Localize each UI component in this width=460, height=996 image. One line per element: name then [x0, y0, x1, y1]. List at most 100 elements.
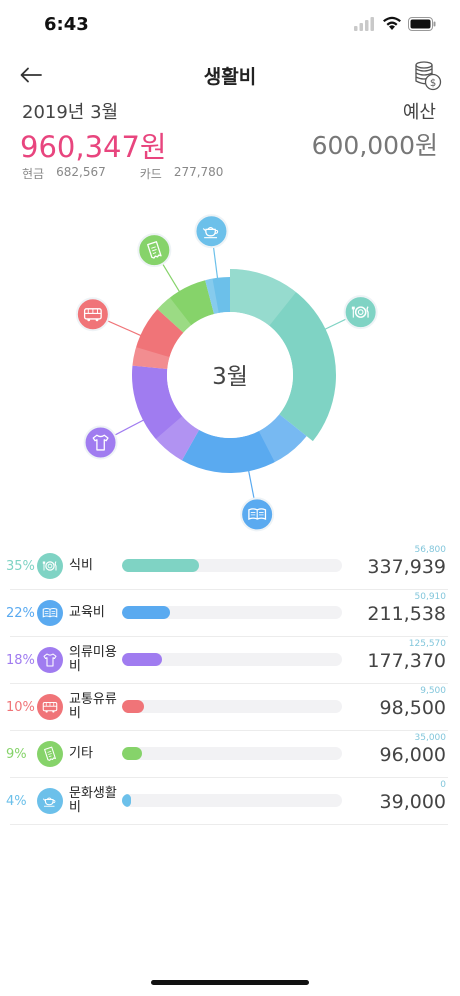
category-name: 교통유류비	[69, 692, 117, 721]
plate-utensils-icon	[351, 306, 369, 318]
callout-receipt-icon[interactable]	[137, 233, 172, 268]
callout-teapot-icon[interactable]	[194, 214, 229, 249]
svg-text:$: $	[430, 78, 436, 89]
book-icon	[248, 508, 267, 521]
category-progress-fill	[122, 794, 131, 807]
shirt-icon	[92, 434, 109, 451]
donut-slice-highlight	[132, 347, 170, 369]
total-spent-amount: 960,347원	[20, 130, 167, 164]
category-row[interactable]: 4% 문화생활비 0 39,000	[6, 778, 448, 825]
category-amount: 98,500	[379, 697, 446, 719]
home-indicator	[151, 980, 309, 985]
donut-slice-2[interactable]	[181, 414, 307, 473]
category-budget: 35,000	[414, 733, 447, 743]
category-amount: 337,939	[367, 556, 446, 578]
category-amount: 211,538	[367, 603, 446, 625]
category-percent: 9%	[6, 747, 27, 762]
teapot-icon	[42, 797, 56, 807]
category-percent: 35%	[6, 559, 35, 574]
donut-hole	[167, 312, 293, 438]
bus-icon	[83, 308, 102, 322]
category-percent: 10%	[6, 700, 35, 715]
category-progress-track	[122, 559, 342, 572]
category-row[interactable]: 10% 교통유류비 9,500 98,500	[6, 684, 448, 731]
category-name: 기타	[69, 746, 93, 761]
category-amount: 177,370	[367, 650, 446, 672]
navigation-bar: 생활비 $	[0, 56, 460, 96]
category-progress-fill	[122, 606, 171, 619]
category-name: 식비	[69, 558, 93, 573]
teapot-icon	[202, 227, 219, 239]
spending-donut-chart: 3월	[0, 200, 460, 540]
category-icon	[37, 600, 63, 626]
back-button[interactable]	[16, 60, 46, 90]
card-value: 277,780	[173, 165, 224, 179]
category-percent: 18%	[6, 653, 35, 668]
shirt-icon	[43, 653, 57, 667]
category-amount: 96,000	[379, 744, 446, 766]
donut-slice-highlight	[258, 414, 307, 463]
donut-slice-highlight	[230, 269, 297, 326]
category-row[interactable]: 9% 기타 35,000 96,000	[6, 731, 448, 778]
category-row[interactable]: 35% 식비 56,800 337,939	[6, 543, 448, 590]
donut-chart-svg	[75, 214, 378, 532]
category-icon	[37, 553, 63, 579]
category-progress-track	[122, 606, 342, 619]
budget-amount: 600,000원	[311, 131, 438, 160]
category-progress-fill	[122, 700, 144, 713]
category-budget: 50,910	[414, 592, 447, 602]
category-percent: 4%	[6, 794, 27, 809]
status-bar: 6:43	[0, 0, 460, 50]
category-budget: 125,570	[408, 639, 446, 649]
category-row[interactable]: 22% 교육비 50,910 211,538	[6, 590, 448, 637]
cash-value: 682,567	[56, 165, 106, 179]
donut-slice-5[interactable]	[157, 280, 215, 333]
chart-center-label: 3월	[212, 364, 248, 390]
category-icon	[37, 647, 63, 673]
budget-label: 예산	[402, 102, 436, 123]
callout-book-icon[interactable]	[240, 497, 275, 532]
plate-utensils-icon	[42, 561, 57, 571]
budget-coins-button[interactable]: $	[414, 60, 442, 92]
donut-slice-1[interactable]	[230, 269, 337, 442]
category-list: 35% 식비 56,800 337,939 22% 교육비 50,910 211,538 18%…	[0, 543, 460, 825]
category-icon	[37, 694, 63, 720]
category-name: 문화생활비	[69, 786, 117, 815]
callout-shirt-icon[interactable]	[83, 425, 118, 460]
callout-bus-icon[interactable]	[75, 297, 110, 332]
donut-slice-highlight	[155, 416, 200, 461]
category-budget: 0	[440, 780, 446, 790]
donut-slice-highlight	[205, 278, 219, 315]
book-icon	[42, 607, 58, 618]
callout-plate-utensils-icon[interactable]	[343, 295, 378, 330]
battery-icon	[408, 16, 436, 31]
coins-dollar-icon: $	[415, 61, 442, 91]
arrow-left-icon	[20, 67, 42, 83]
receipt-icon	[44, 746, 56, 761]
donut-slice-4[interactable]	[132, 309, 184, 369]
category-budget: 56,800	[414, 545, 447, 555]
donut-slice-6[interactable]	[205, 277, 230, 315]
bus-icon	[42, 701, 58, 713]
category-progress-fill	[122, 653, 162, 666]
category-progress-track	[122, 653, 342, 666]
category-percent: 22%	[6, 606, 35, 621]
category-progress-track	[122, 700, 342, 713]
category-progress-track	[122, 747, 342, 760]
month-label: 2019년 3월	[22, 102, 119, 123]
category-progress-fill	[122, 747, 142, 760]
category-row[interactable]: 18% 의류미용비 125,570 177,370	[6, 637, 448, 684]
category-progress-track	[122, 794, 342, 807]
status-icons	[354, 16, 436, 31]
status-time: 6:43	[44, 14, 89, 35]
donut-slice-3[interactable]	[132, 365, 200, 461]
summary-section: 2019년 3월 예산 960,347원 600,000원 현금 682,567…	[0, 96, 460, 186]
payment-breakdown: 현금 682,567 카드 277,780	[22, 165, 235, 182]
category-icon	[37, 741, 63, 767]
category-icon	[37, 788, 63, 814]
card-label: 카드	[139, 167, 162, 181]
category-name: 의류미용비	[69, 645, 117, 674]
cash-label: 현금	[22, 167, 45, 181]
category-name: 교육비	[69, 605, 105, 620]
category-budget: 9,500	[420, 686, 446, 696]
